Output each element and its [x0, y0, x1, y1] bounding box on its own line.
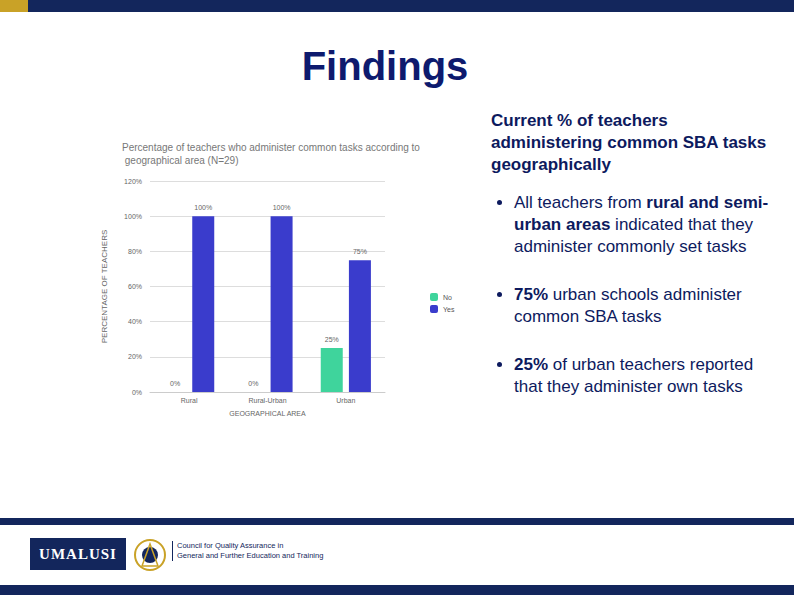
- svg-text:Rural-Urban: Rural-Urban: [248, 397, 286, 404]
- html-text:General and Further Education: General and Further Education and Traini…: [177, 551, 324, 560]
- svg-text:20%: 20%: [128, 353, 142, 360]
- html-text:All teachers from rural and se: All teachers from rural and semi-urban a…: [514, 193, 769, 256]
- html-text:Current % of teachers administ: Current % of teachers administering comm…: [491, 111, 767, 174]
- svg-text:120%: 120%: [124, 178, 142, 185]
- svg-text:geographical area (N=29): geographical area (N=29): [122, 155, 238, 166]
- svg-text:GEOGRAPHICAL AREA: GEOGRAPHICAL AREA: [229, 410, 306, 417]
- svg-text:Yes: Yes: [443, 306, 455, 313]
- svg-text:100%: 100%: [194, 204, 212, 211]
- svg-text:0%: 0%: [132, 389, 142, 396]
- svg-text:100%: 100%: [273, 204, 291, 211]
- svg-text:Percentage of teachers who adm: Percentage of teachers who administer co…: [122, 142, 420, 153]
- html-text:75% urban schools administer c: 75% urban schools administer common SBA …: [514, 285, 742, 326]
- svg-text:0%: 0%: [170, 380, 180, 387]
- svg-text:40%: 40%: [128, 318, 142, 325]
- svg-text:100%: 100%: [124, 213, 142, 220]
- html-text:Findings: Findings: [301, 44, 469, 88]
- svg-text:Urban: Urban: [336, 397, 355, 404]
- svg-text:No: No: [443, 294, 452, 301]
- svg-text:PERCENTAGE OF TEACHERS: PERCENTAGE OF TEACHERS: [100, 230, 109, 344]
- html-text:UMALUSI: UMALUSI: [39, 546, 117, 562]
- svg-text:Rural: Rural: [181, 397, 198, 404]
- svg-text:80%: 80%: [128, 248, 142, 255]
- svg-text:75%: 75%: [353, 248, 367, 255]
- svg-text:25%: 25%: [325, 336, 339, 343]
- svg-text:60%: 60%: [128, 283, 142, 290]
- html-text:Council for Quality Assurance: Council for Quality Assurance in: [177, 541, 284, 550]
- svg-text:0%: 0%: [248, 380, 258, 387]
- html-text:25% of urban teachers reported: 25% of urban teachers reported that they…: [514, 355, 754, 396]
